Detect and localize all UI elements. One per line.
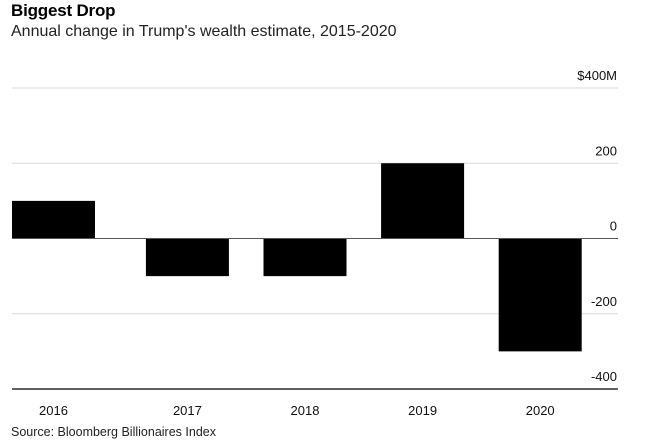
y-tick-label: 200 xyxy=(595,143,617,158)
chart-subtitle: Annual change in Trump's wealth estimate… xyxy=(11,23,397,40)
y-tick-label: -200 xyxy=(591,294,617,309)
x-tick-label: 2017 xyxy=(173,403,202,418)
bar-2019 xyxy=(381,163,465,239)
source-note: Source: Bloomberg Billionaires Index xyxy=(11,425,216,439)
bar-2016 xyxy=(12,200,95,239)
x-tick-label: 2018 xyxy=(291,403,320,418)
x-tick-label: 2016 xyxy=(39,403,68,418)
y-axis-ticks: $400M 200 0 -200 -400 xyxy=(577,68,617,384)
bar-2020 xyxy=(498,238,582,352)
bar-2018 xyxy=(263,238,347,277)
chart-title: Biggest Drop xyxy=(11,1,116,20)
x-axis-ticks: 2016 2017 2018 2019 2020 xyxy=(39,403,555,418)
x-tick-label: 2020 xyxy=(526,403,555,418)
bar-2017 xyxy=(145,238,229,277)
y-tick-label: $400M xyxy=(577,68,617,83)
x-tick-label: 2019 xyxy=(408,403,437,418)
bars xyxy=(12,163,582,352)
y-tick-label: 0 xyxy=(610,219,617,234)
y-tick-label: -400 xyxy=(591,369,617,384)
